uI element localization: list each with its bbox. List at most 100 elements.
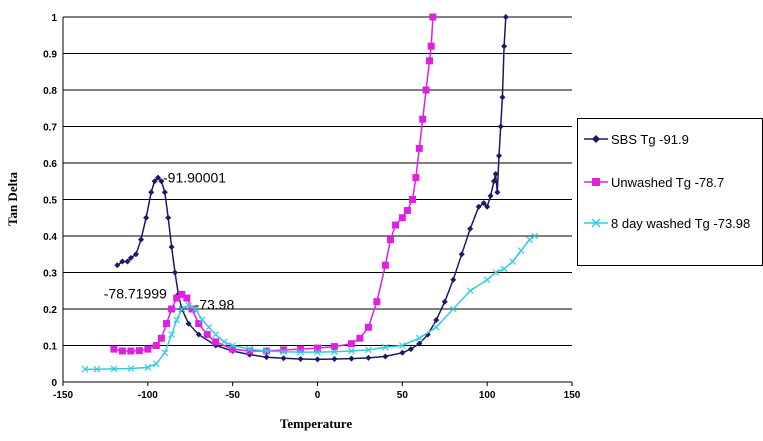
point-s2-17	[246, 345, 254, 353]
point-s2-22	[331, 348, 338, 356]
point-s0-29	[382, 353, 389, 360]
point-s0-38	[467, 225, 474, 232]
point-s1-31	[403, 206, 411, 214]
point-s0-8	[151, 178, 158, 185]
point-s2-29	[449, 305, 457, 313]
point-s2-31	[483, 276, 491, 284]
point-s0-40	[480, 200, 487, 207]
point-s1-23	[347, 340, 355, 348]
point-s1-39	[429, 13, 437, 21]
x-tick-label-0: -150	[53, 390, 73, 401]
point-s0-48	[499, 94, 506, 101]
x-tick-label-4: 50	[397, 390, 409, 401]
point-s0-17	[185, 320, 192, 327]
point-s0-11	[161, 189, 168, 196]
point-s0-9	[155, 174, 162, 181]
point-s0-41	[484, 203, 491, 210]
point-s2-35	[517, 247, 525, 255]
point-s0-31	[407, 346, 414, 353]
point-s0-43	[490, 178, 497, 185]
y-tick-label-5: 0.5	[43, 196, 57, 207]
point-s1-28	[386, 236, 394, 244]
legend-label-unwashed: Unwashed Tg -78.7	[611, 175, 725, 190]
point-s2-9	[178, 305, 186, 313]
point-s0-35	[441, 298, 448, 305]
point-s2-20	[297, 348, 304, 356]
series-2	[81, 232, 539, 373]
point-s1-11	[183, 294, 191, 302]
point-s2-32	[492, 269, 500, 276]
point-s0-13	[168, 243, 175, 250]
point-s1-6	[157, 334, 165, 342]
point-s0-36	[450, 276, 457, 283]
point-s1-12	[188, 305, 196, 313]
point-s0-1	[119, 258, 126, 265]
x-tick-label-1: -100	[138, 390, 158, 401]
point-s1-1	[118, 347, 126, 355]
point-s1-2	[127, 347, 135, 355]
point-s2-12	[198, 316, 206, 324]
point-s0-45	[494, 189, 501, 196]
point-s2-4	[144, 363, 152, 371]
point-s1-0	[110, 345, 118, 353]
point-s1-17	[246, 347, 254, 355]
point-s2-33	[500, 265, 508, 273]
y-tick-label-8: 0.8	[43, 86, 57, 97]
point-s1-7	[162, 320, 170, 328]
point-s0-7	[148, 189, 155, 196]
y-tick-label-1: 0.1	[43, 342, 57, 353]
point-s1-33	[412, 174, 420, 182]
point-s1-19	[280, 346, 288, 354]
point-s0-24	[297, 356, 304, 363]
point-s0-44	[492, 170, 499, 177]
data-label-1: -78.71999	[104, 285, 167, 301]
point-s1-8	[168, 305, 176, 313]
y-tick-label-9: 0.9	[43, 50, 57, 61]
x-tick-label-6: 150	[564, 390, 581, 401]
point-s0-47	[497, 123, 504, 130]
point-s1-14	[203, 331, 211, 339]
y-tick-label-7: 0.7	[43, 123, 57, 134]
point-s2-28	[432, 323, 440, 331]
point-s0-28	[365, 354, 372, 361]
legend-label-sbs: SBS Tg -91.9	[611, 132, 689, 147]
point-s0-34	[433, 316, 440, 323]
legend-symbol-8day	[584, 218, 608, 228]
x-tick-label-2: -50	[225, 390, 240, 401]
legend-symbol-unwashed	[584, 178, 608, 186]
point-s2-2	[110, 365, 118, 373]
point-s1-3	[135, 347, 143, 355]
point-s0-22	[263, 354, 270, 361]
point-s1-38	[427, 42, 435, 50]
point-s0-4	[132, 251, 139, 258]
point-s2-3	[127, 365, 135, 372]
point-s2-25	[381, 343, 389, 351]
point-s2-18	[263, 347, 271, 355]
point-s0-0	[114, 262, 121, 269]
y-axis-title: Tan Delta	[5, 171, 20, 226]
point-s2-24	[364, 346, 372, 354]
point-s1-34	[415, 144, 423, 152]
point-s0-49	[501, 43, 508, 50]
point-s0-32	[416, 340, 423, 347]
point-s1-22	[330, 343, 338, 351]
legend-label-8day: 8 day washed Tg -73.98	[611, 216, 751, 231]
point-s1-13	[195, 320, 203, 328]
point-s1-30	[398, 214, 406, 222]
series-1	[110, 13, 437, 355]
point-s1-26	[373, 298, 381, 306]
point-s0-37	[458, 251, 465, 258]
point-s2-1	[93, 365, 101, 373]
point-s1-37	[425, 57, 433, 65]
point-s1-10	[178, 290, 186, 298]
point-s1-29	[392, 221, 400, 229]
point-s1-25	[364, 323, 372, 331]
y-tick-label-4: 0.4	[43, 232, 57, 243]
point-s2-0	[81, 365, 89, 373]
point-s0-10	[158, 178, 165, 185]
point-s0-5	[138, 236, 145, 243]
point-s1-27	[381, 261, 389, 269]
point-s2-15	[220, 338, 228, 346]
point-s1-5	[152, 342, 160, 349]
